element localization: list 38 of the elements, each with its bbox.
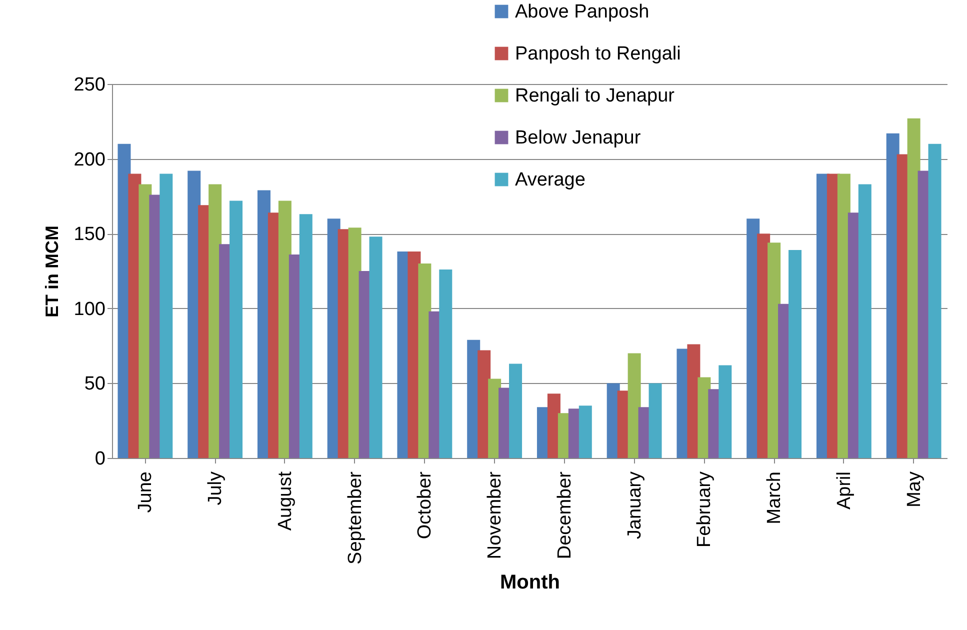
legend-label: Average [515,170,586,190]
x-tick-label: November [484,470,506,560]
bar [718,365,732,458]
bar [160,174,173,458]
bar [369,236,382,458]
y-axis-title: ET in MCM [42,226,62,318]
legend-label: Rengali to Jenapur [515,86,676,106]
x-tick-label: March [764,472,786,524]
x-tick-label: October [414,470,436,540]
y-tick-label: 200 [74,149,106,170]
x-tick-label: July [205,471,226,506]
bar [628,353,641,458]
x-tick-label: August [274,470,296,531]
legend-label: Panposh to Rengali [515,44,681,64]
bar [858,184,872,458]
bar [509,364,522,458]
bar [230,200,243,458]
x-axis-title: Month [500,571,560,594]
y-tick-label: 100 [74,298,106,320]
legend-label: Below Jenapur [515,128,642,148]
bar [788,250,802,458]
x-tick-label: May [904,471,925,508]
legend-label: Above Panposh [515,2,650,22]
x-tick-label: January [624,471,646,540]
bar [578,406,592,458]
bar [299,214,312,458]
x-tick-label: April [834,472,855,510]
y-tick-label: 250 [74,74,106,96]
bar [439,270,452,458]
y-tick-label: 50 [84,374,106,395]
x-tick-label: September [344,470,366,564]
x-tick-label: December [554,470,576,560]
bar [928,144,942,458]
bar [648,383,662,458]
x-tick-label: June [135,472,156,513]
x-tick-label: February [694,471,716,548]
y-tick-label: 150 [74,224,106,246]
y-tick-label: 0 [94,448,106,470]
